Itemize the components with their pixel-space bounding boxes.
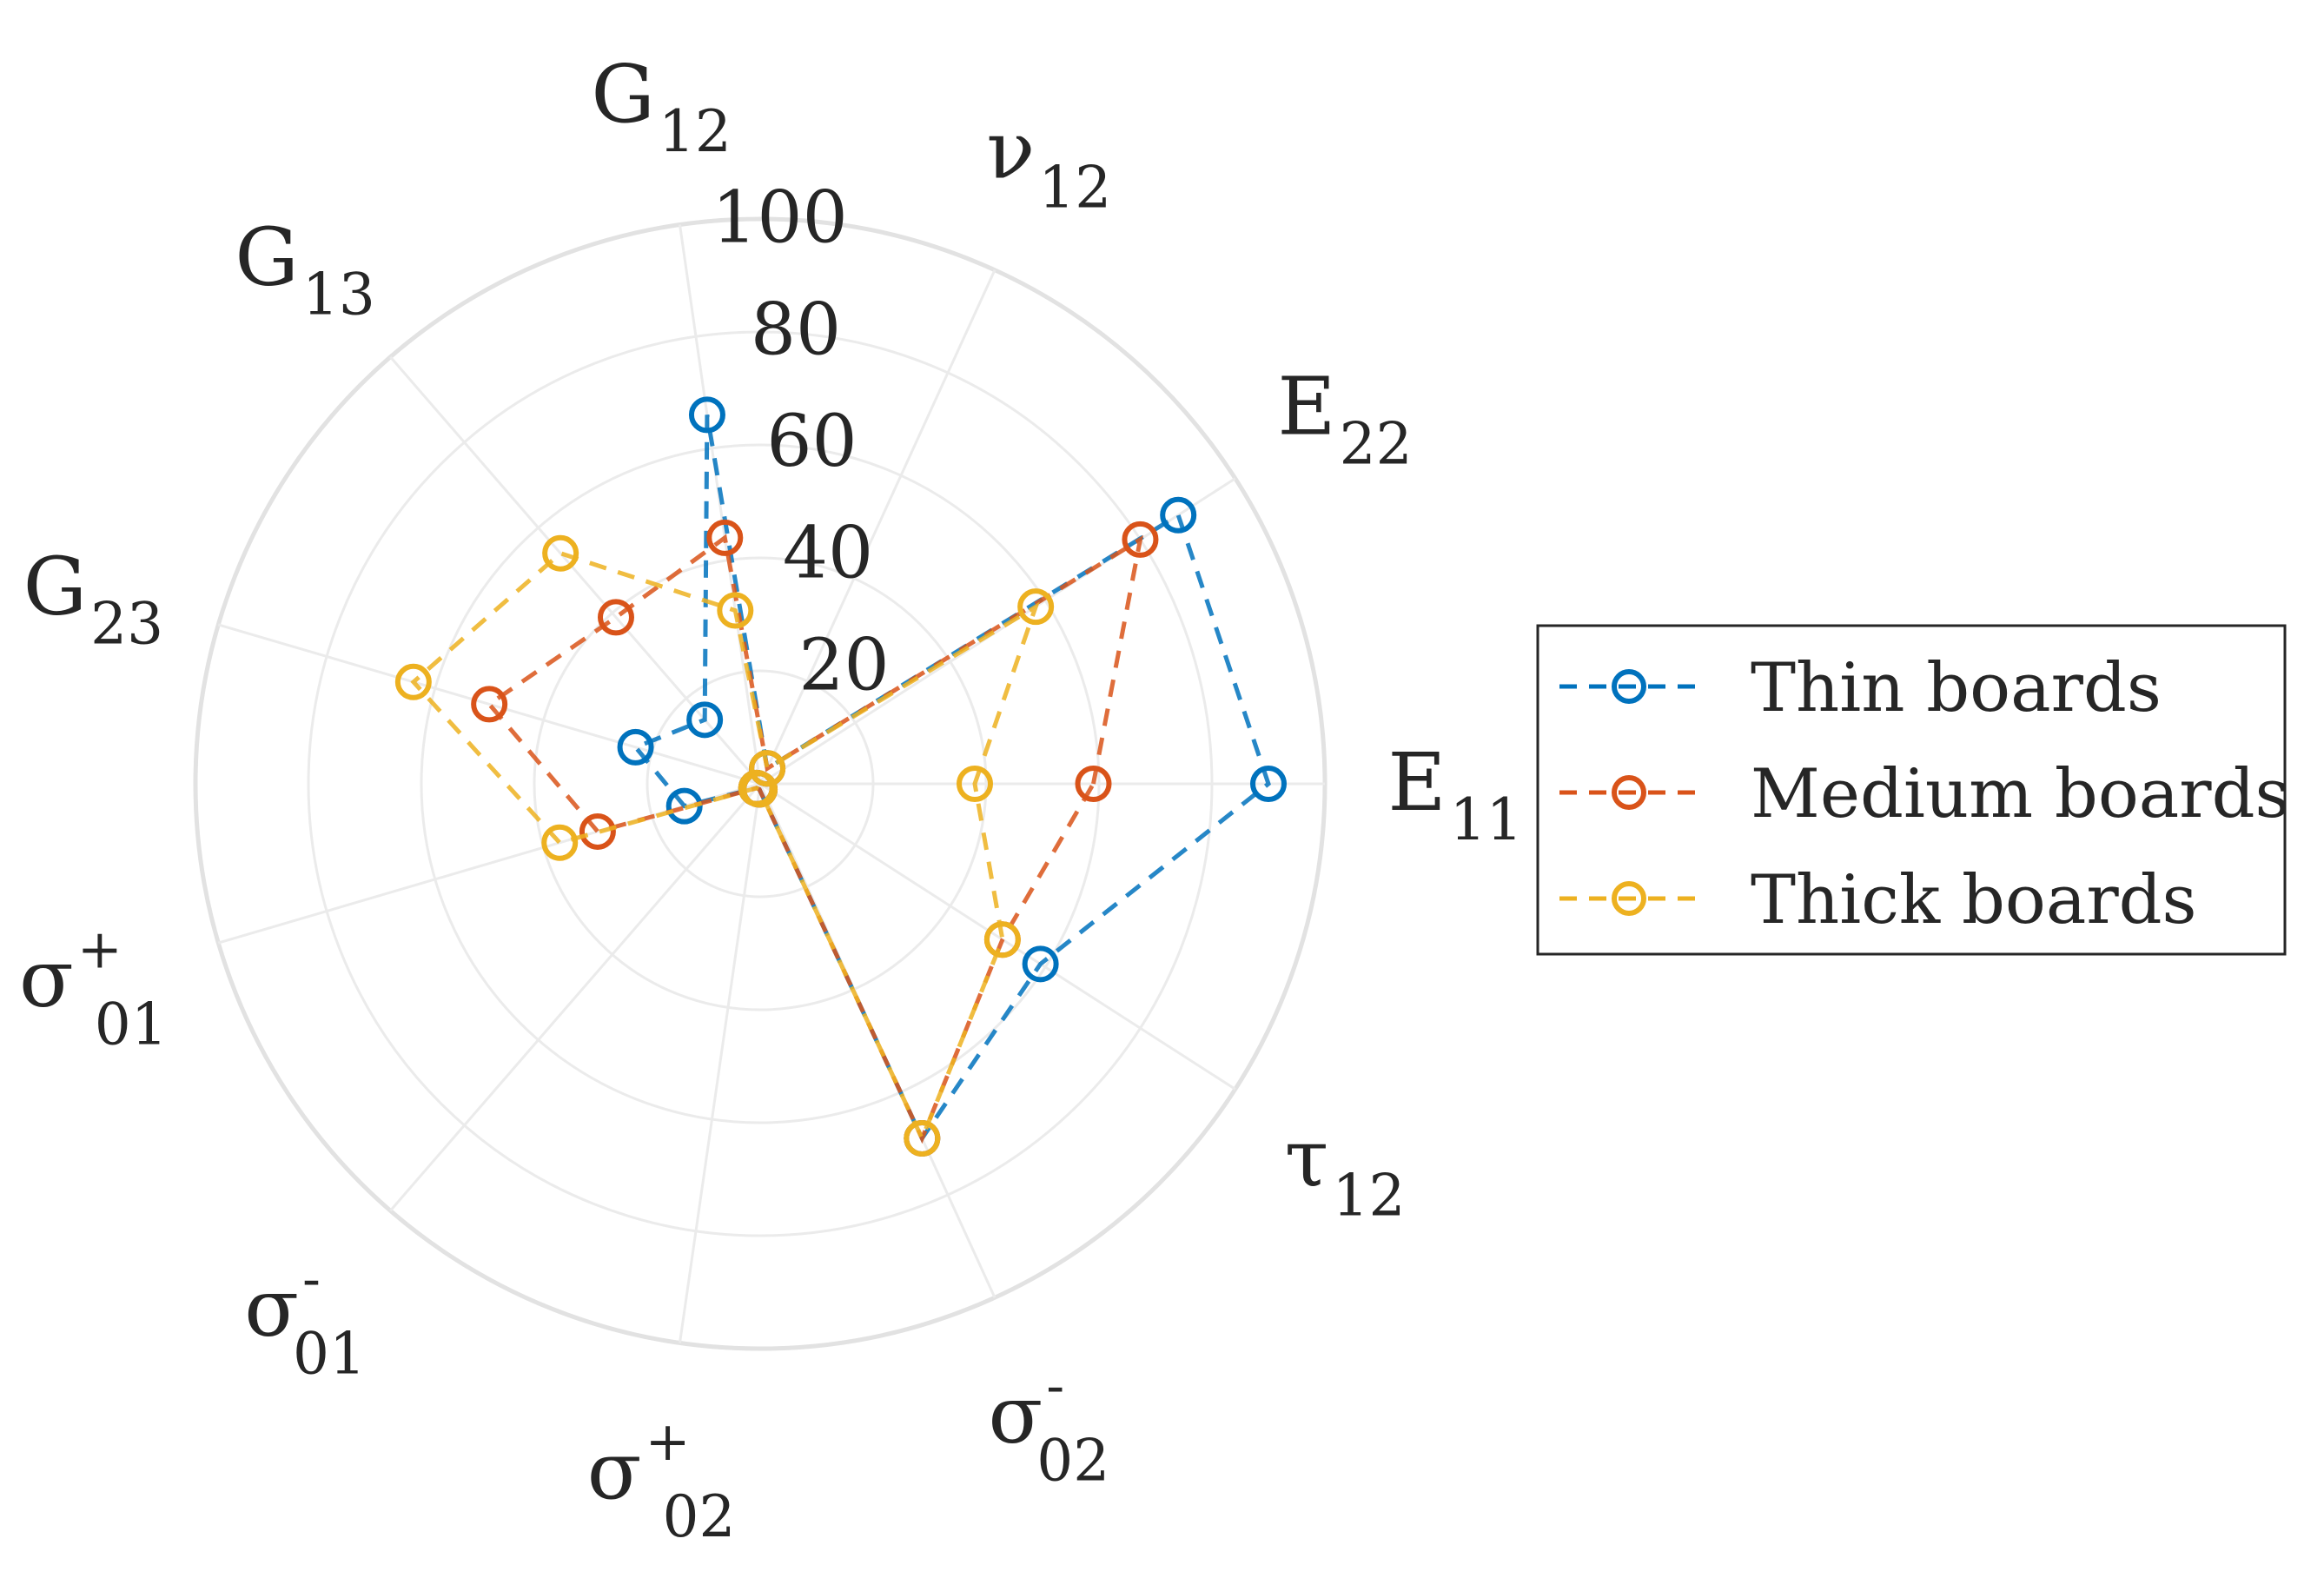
legend-label: Thin boards	[1751, 649, 2162, 727]
data-point	[749, 750, 786, 787]
grid-spoke	[389, 783, 762, 1212]
grid-spoke	[679, 224, 762, 785]
axis-label: G12	[591, 48, 731, 165]
data-point	[688, 396, 725, 434]
data-point	[471, 686, 508, 723]
grid-spoke	[389, 355, 762, 785]
axis-label: ν12	[986, 103, 1111, 221]
axis-label: E11	[1387, 736, 1522, 853]
data-point	[741, 771, 778, 808]
axis-labels: E11 E22 ν12 G12 G13 G23 σ+ 01 σ-01 σ+ 02 σ-02 τ12	[19, 48, 1523, 1550]
grid-spoke	[759, 782, 1236, 1091]
data-point	[1022, 945, 1059, 983]
data-series	[394, 396, 1287, 1157]
axis-label: G23	[23, 540, 163, 658]
grid-spoke	[217, 623, 761, 786]
radial-tick-label: 20	[798, 624, 889, 706]
axis-label: σ+ 02	[587, 1409, 736, 1550]
radial-tick-labels: 20 40 60 80 100	[712, 177, 889, 707]
grid-spoke	[758, 269, 996, 785]
legend-marker	[1612, 881, 1646, 916]
data-point	[706, 519, 744, 556]
axis-label: σ-02	[988, 1354, 1109, 1495]
data-point	[983, 921, 1021, 958]
data-point	[957, 766, 993, 802]
axis-label: τ12	[1285, 1112, 1406, 1230]
data-point	[541, 824, 579, 861]
radial-tick-label: 60	[766, 401, 857, 483]
axis-label: G13	[235, 210, 374, 328]
data-point	[1122, 521, 1159, 558]
series-line	[410, 550, 1040, 1144]
radial-tick-label: 40	[783, 513, 873, 595]
grid-spoke	[679, 783, 762, 1343]
data-point	[1017, 588, 1055, 626]
radial-tick-label: 80	[751, 288, 841, 371]
data-point	[665, 787, 703, 825]
radial-tick-label: 100	[712, 177, 848, 260]
legend-marker	[1612, 775, 1646, 810]
data-point	[617, 728, 654, 766]
axis-label: σ-01	[244, 1247, 366, 1388]
legend-marker	[1612, 669, 1646, 704]
data-point	[1075, 766, 1112, 802]
data-point	[686, 701, 724, 739]
series-line	[486, 534, 1144, 1144]
axis-label: E22	[1277, 360, 1412, 477]
data-point	[904, 1119, 941, 1157]
data-point	[597, 599, 634, 636]
series-group	[394, 534, 1055, 1157]
data-point	[1250, 766, 1287, 802]
data-point	[1160, 496, 1197, 534]
data-point	[717, 592, 754, 629]
legend: Thin boards Medium boards Thick boards	[1536, 624, 2290, 956]
data-point	[579, 812, 616, 850]
data-point	[542, 534, 579, 572]
legend-label: Thick boards	[1751, 861, 2197, 939]
axis-label: σ+ 01	[19, 917, 168, 1058]
data-point	[394, 663, 432, 700]
legend-label: Medium boards	[1751, 755, 2290, 833]
